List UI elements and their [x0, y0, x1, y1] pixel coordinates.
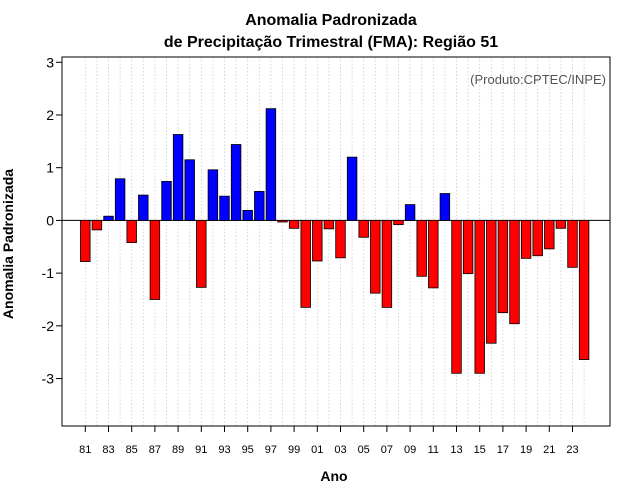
- grid-layer: [84, 57, 585, 426]
- y-tick-label: -1: [42, 265, 55, 281]
- bar-09: [404, 204, 416, 221]
- y-tick-label: -2: [42, 318, 55, 334]
- bar-88: [161, 181, 172, 221]
- bar-02: [323, 220, 335, 230]
- bar-20: [532, 220, 543, 257]
- bar-13: [451, 220, 462, 374]
- bar-21: [544, 220, 555, 250]
- bar-96: [254, 191, 265, 221]
- bar-03: [335, 220, 346, 259]
- x-tick-label: 15: [474, 444, 486, 456]
- x-axis-label: Ano: [320, 468, 347, 484]
- bar-82: [91, 220, 103, 231]
- bar-16: [486, 220, 497, 344]
- x-tick-label: 91: [195, 444, 207, 456]
- x-axis: 81 83 85 87 89 91 93 95 97 99 01 03 05 07 09 11 13 15 17 19…: [79, 426, 579, 456]
- bar-15: [474, 220, 485, 374]
- x-tick-label: 09: [404, 444, 416, 456]
- x-tick-label: 87: [149, 444, 161, 456]
- bar-83: [103, 215, 114, 221]
- x-tick-label: 11: [428, 444, 439, 456]
- bar-17: [497, 220, 509, 314]
- x-tick-label: 93: [218, 444, 230, 456]
- x-tick-label: 03: [334, 444, 346, 456]
- bar-06: [370, 220, 381, 294]
- y-tick-label: -3: [42, 371, 55, 387]
- x-tick-label: 01: [311, 444, 323, 456]
- x-tick-label: 05: [358, 444, 370, 456]
- x-tick-label: 83: [102, 444, 114, 456]
- bar-87: [149, 220, 161, 300]
- bar-81: [80, 220, 91, 262]
- bar-04: [346, 156, 358, 221]
- bar-89: [172, 134, 184, 221]
- x-tick-label: 89: [172, 444, 184, 456]
- bar-86: [138, 194, 149, 221]
- bar-22: [555, 220, 567, 229]
- bar-18: [509, 220, 520, 325]
- bar-07: [381, 220, 393, 308]
- bar-24: [578, 220, 590, 360]
- bar-99: [288, 220, 300, 229]
- bar-93: [219, 195, 230, 221]
- x-tick-label: 95: [242, 444, 254, 456]
- x-tick-label: 85: [126, 444, 138, 456]
- y-tick-label: 0: [46, 212, 54, 228]
- credit-label: (Produto:CPTEC/INPE): [470, 72, 606, 87]
- bar-05: [358, 220, 369, 238]
- x-tick-label: 81: [79, 444, 91, 456]
- bar-10: [416, 220, 427, 277]
- chart-subtitle: de Precipitação Trimestral (FMA): Região…: [164, 34, 498, 51]
- x-tick-label: 17: [497, 444, 509, 456]
- bar-85: [126, 220, 137, 243]
- bars-layer: [80, 108, 590, 374]
- bar-97: [265, 108, 277, 221]
- x-tick-label: 13: [450, 444, 462, 456]
- x-tick-label: 99: [288, 444, 300, 456]
- y-tick-label: 3: [46, 54, 54, 70]
- bar-94: [230, 144, 242, 221]
- bar-90: [184, 159, 195, 221]
- x-tick-label: 07: [381, 444, 393, 456]
- x-tick-label: 19: [520, 444, 532, 456]
- bar-12: [439, 193, 451, 221]
- bar-95: [242, 209, 253, 221]
- bar-98: [277, 220, 288, 223]
- x-tick-label: 23: [566, 444, 578, 456]
- y-tick-label: 2: [46, 107, 54, 123]
- bar-91: [196, 220, 207, 288]
- chart-title: Anomalia Padronizada: [245, 12, 417, 29]
- bar-14: [462, 220, 474, 275]
- bar-23: [567, 220, 578, 268]
- x-tick-label: 21: [543, 444, 555, 456]
- plot-frame: [61, 56, 611, 427]
- bar-84: [114, 178, 126, 221]
- y-axis-label: Anomalia Padronizada: [0, 169, 16, 319]
- bar-00: [300, 220, 311, 308]
- y-tick-label: 1: [46, 160, 54, 176]
- bar-92: [207, 169, 219, 221]
- bar-01: [312, 220, 323, 262]
- y-axis: -3 -2 -1 0 1 2 3: [42, 54, 62, 387]
- bar-08: [393, 220, 404, 226]
- x-tick-label: 97: [265, 444, 277, 456]
- bar-11: [428, 220, 439, 289]
- bar-19: [520, 220, 532, 259]
